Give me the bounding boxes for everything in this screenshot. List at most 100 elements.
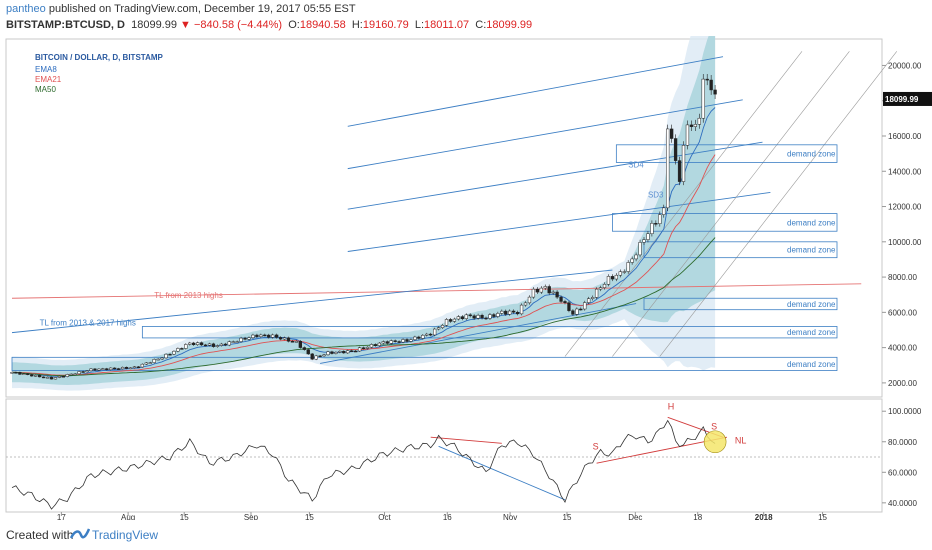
high-value: 19160.79 <box>362 19 409 31</box>
candle-body <box>452 318 457 322</box>
candle-body <box>314 355 318 360</box>
legend-ma50: MA50 <box>35 85 56 94</box>
candle-body <box>377 342 382 346</box>
candle-body <box>14 372 18 374</box>
trend-line-0 <box>11 283 862 299</box>
candle-body <box>460 316 464 319</box>
price-tick-label-7: 16000.00 <box>888 132 922 141</box>
candle-body <box>547 286 551 294</box>
tradingview-logo-icon[interactable] <box>70 526 90 542</box>
candle-body <box>650 223 654 234</box>
candle-body <box>670 128 674 139</box>
demand-zone-box-5 <box>11 356 838 371</box>
candle-body <box>164 353 168 359</box>
legend-ema8: EMA8 <box>35 65 57 74</box>
candle-body <box>567 302 571 311</box>
candle-body <box>638 242 642 256</box>
candle-body <box>148 362 152 364</box>
candle-body <box>298 341 303 348</box>
candle-body <box>89 368 93 372</box>
publish-line: pantheo published on TradingView.com, De… <box>6 3 356 15</box>
candle-body <box>322 354 326 357</box>
candle-body <box>326 351 330 356</box>
demand-zone-label-2: demand zone <box>787 246 836 255</box>
candle-body <box>476 314 480 319</box>
x-tick-label-10: 18 <box>693 513 702 520</box>
candle-body <box>57 376 62 378</box>
rsi-trend-line-0 <box>430 436 502 444</box>
channel-line-2 <box>347 141 763 210</box>
candle-body <box>199 342 204 346</box>
x-tick-label-7: Nov <box>503 513 517 520</box>
candle-body <box>531 288 536 298</box>
candle-body <box>354 350 358 353</box>
candle-body <box>662 207 666 215</box>
x-tick-label-12: 15 <box>818 513 827 520</box>
candle-body <box>77 371 81 375</box>
candle-body <box>22 373 26 375</box>
chart-area[interactable]: TL from 2013 highs TL from 2013 & 2017 hi… <box>0 36 932 520</box>
created-with-text: Created with <box>6 528 74 542</box>
candle-body <box>263 334 267 337</box>
demand-zone-label-0: demand zone <box>787 150 836 159</box>
candle-body <box>456 316 461 320</box>
x-tick-label-11: 2018 <box>755 513 773 520</box>
candle-body <box>512 310 516 313</box>
candle-body <box>381 341 385 344</box>
candle-body <box>239 337 243 342</box>
candle-body <box>689 124 694 127</box>
x-tick-label-6: 16 <box>443 513 452 520</box>
candle-body <box>81 371 85 373</box>
candle-body <box>413 336 417 340</box>
rsi-line <box>11 419 716 510</box>
candle-body <box>113 367 117 370</box>
candle-body <box>172 350 176 355</box>
candle-body <box>334 351 338 354</box>
candle-body <box>10 372 14 374</box>
price-change: −840.58 (−4.44%) <box>194 19 283 31</box>
candle-body <box>160 357 164 360</box>
author-link[interactable]: pantheo <box>6 3 46 15</box>
candle-body <box>318 355 322 358</box>
symbol-label[interactable]: BITSTAMP:BTCUSD, D <box>6 19 125 31</box>
demand-zone-box-2 <box>643 241 838 259</box>
candle-body <box>294 341 299 343</box>
candle-body <box>85 370 89 373</box>
demand-zone-label-3: demand zone <box>787 300 836 309</box>
candle-body <box>563 301 567 303</box>
price-tick-label-6: 14000.00 <box>888 167 922 176</box>
candle-body <box>709 79 713 91</box>
candle-body <box>69 373 73 376</box>
candle-body <box>444 319 449 326</box>
x-tick-label-4: 15 <box>305 513 314 520</box>
candle-body <box>282 337 287 340</box>
candle-body <box>646 233 650 240</box>
x-tick-label-0: 17 <box>57 513 66 520</box>
candle-body <box>480 314 484 319</box>
low-label: L: <box>414 19 425 31</box>
candle-body <box>440 324 445 328</box>
candle-body <box>140 363 144 368</box>
candle-body <box>409 339 413 342</box>
candle-body <box>109 367 113 371</box>
axes: 2000.00 4000.00 6000.00 8000.00 10000.00 1200… <box>57 61 932 520</box>
candle-body <box>38 375 42 378</box>
candle-body <box>231 341 235 343</box>
candle-body <box>255 334 259 337</box>
candle-body <box>207 343 212 346</box>
rsi-tick-label-3: 100.0000 <box>888 407 922 416</box>
candle-body <box>618 271 622 276</box>
candle-body <box>97 368 101 371</box>
candle-body <box>330 351 334 354</box>
candle-body <box>223 343 227 346</box>
pattern-label-3: NL <box>735 435 747 445</box>
candle-body <box>484 317 488 320</box>
candle-body <box>385 341 389 344</box>
tradingview-brand-link[interactable]: TradingView <box>92 528 159 542</box>
footer: Created with TradingView <box>0 522 932 550</box>
candle-body <box>176 348 180 352</box>
candle-body <box>290 341 295 343</box>
candle-body <box>247 337 251 340</box>
candle-body <box>417 336 421 339</box>
last-price-badge <box>883 91 932 106</box>
